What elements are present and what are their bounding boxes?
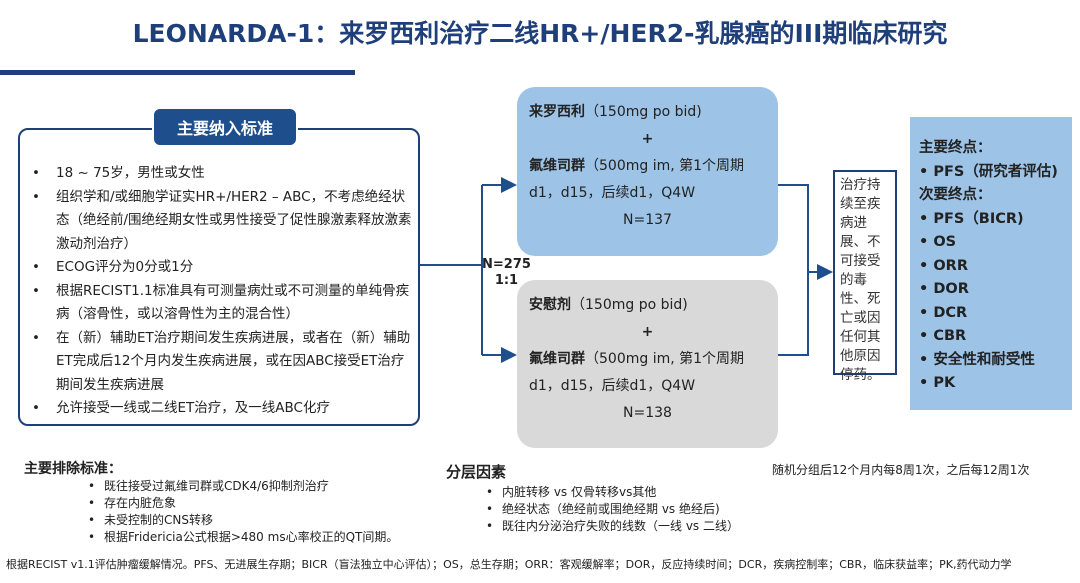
ratio: 1:1 <box>494 273 519 288</box>
secondary-endpoint: ORR <box>919 255 1072 279</box>
footnote: 根据RECIST v1.1评估肿瘤缓解情况。PFS、无进展生存期；BICR（盲法… <box>6 558 1012 571</box>
secondary-endpoint: DCR <box>919 302 1072 326</box>
arm-placebo-box: 安慰剂（150mg po bid) + 氟维司群（500mg im, 第1个周期… <box>517 280 778 448</box>
drug2: 氟维司群 <box>529 158 585 174</box>
primary-heading: 主要终点： <box>919 140 992 156</box>
inclusion-item: 根据RECIST1.1标准具有可测量病灶或不可测量的单纯骨疾病（溶骨性，或以溶骨… <box>30 280 415 327</box>
exclusion-section: 主要排除标准： 既往接受过氟维司群或CDK4/6抑制剂治疗 存在内脏危象 未受控… <box>24 458 398 546</box>
arm-n: N=138 <box>623 405 672 421</box>
treatment-continuation: 治疗持续至疾病进展、不可接受的毒性、死亡或因任何其他原因停药。 <box>833 170 897 383</box>
exclusion-item: 根据Fridericia公式根据>480 ms心率校正的QT间期。 <box>88 529 398 546</box>
inclusion-list: 18 ~ 75岁，男性或女性 组织学和/或细胞学证实HR+/HER2 – ABC… <box>30 162 415 421</box>
secondary-endpoint: CBR <box>919 325 1072 349</box>
assessment-schedule: 随机分组后12个月内每8周1次，之后每12周1次 <box>772 463 1030 477</box>
secondary-endpoint: PFS（BICR) <box>919 208 1072 232</box>
endpoints-box: 主要终点： PFS（研究者评估) 次要终点： PFS（BICR) OS ORR … <box>910 117 1072 410</box>
secondary-endpoint: 安全性和耐受性 <box>919 349 1072 373</box>
exclusion-item: 存在内脏危象 <box>88 495 398 512</box>
secondary-endpoint: PK <box>919 372 1072 396</box>
dose2: （500mg im, 第1个周期d1，d15，后续d1，Q4W <box>529 351 745 394</box>
stratification-item: 绝经状态（绝经前或围绝经期 vs 绝经后) <box>486 501 739 518</box>
plus: + <box>641 324 654 340</box>
drug2: 氟维司群 <box>529 351 585 367</box>
stratification-item: 既往内分泌治疗失败的线数（一线 vs 二线） <box>486 518 739 535</box>
sample-size: N=275 <box>482 257 531 272</box>
arm-ribociclib-box: 来罗西利（150mg po bid) + 氟维司群（500mg im, 第1个周… <box>517 87 778 256</box>
dose1: （150mg po bid) <box>571 297 688 313</box>
stratification-heading: 分层因素 <box>446 463 507 481</box>
randomization-label: N=275 1:1 <box>482 257 531 289</box>
dose1: （150mg po bid) <box>585 104 702 120</box>
secondary-heading: 次要终点： <box>919 187 992 203</box>
inclusion-item: 18 ~ 75岁，男性或女性 <box>30 162 415 186</box>
inclusion-item: 在（新）辅助ET治疗期间发生疾病进展，或者在（新）辅助ET完成后12个月内发生疾… <box>30 327 415 398</box>
exclusion-item: 既往接受过氟维司群或CDK4/6抑制剂治疗 <box>88 478 398 495</box>
inclusion-item: 允许接受一线或二线ET治疗，及一线ABC化疗 <box>30 397 415 421</box>
exclusion-heading: 主要排除标准： <box>24 461 122 477</box>
secondary-endpoint: DOR <box>919 278 1072 302</box>
drug1: 来罗西利 <box>529 104 585 120</box>
stratification-section: 分层因素 内脏转移 vs 仅骨转移vs其他 绝经状态（绝经前或围绝经期 vs 绝… <box>446 461 739 535</box>
page-title: LEONARDA-1：来罗西利治疗二线HR+/HER2-乳腺癌的III期临床研究 <box>132 19 948 48</box>
exclusion-item: 未受控制的CNS转移 <box>88 512 398 529</box>
secondary-endpoint: OS <box>919 231 1072 255</box>
inclusion-item: 组织学和/或细胞学证实HR+/HER2 – ABC，不考虑绝经状态（绝经前/围绝… <box>30 186 415 257</box>
drug1: 安慰剂 <box>529 297 571 313</box>
plus: + <box>641 131 654 147</box>
stratification-item: 内脏转移 vs 仅骨转移vs其他 <box>486 484 739 501</box>
dose2: （500mg im, 第1个周期d1，d15，后续d1，Q4W <box>529 158 745 201</box>
title-underline <box>0 70 355 75</box>
arm-n: N=137 <box>623 212 672 228</box>
inclusion-heading: 主要纳入标准 <box>152 107 298 147</box>
primary-endpoint: PFS（研究者评估) <box>919 161 1072 185</box>
inclusion-item: ECOG评分为0分或1分 <box>30 256 415 280</box>
